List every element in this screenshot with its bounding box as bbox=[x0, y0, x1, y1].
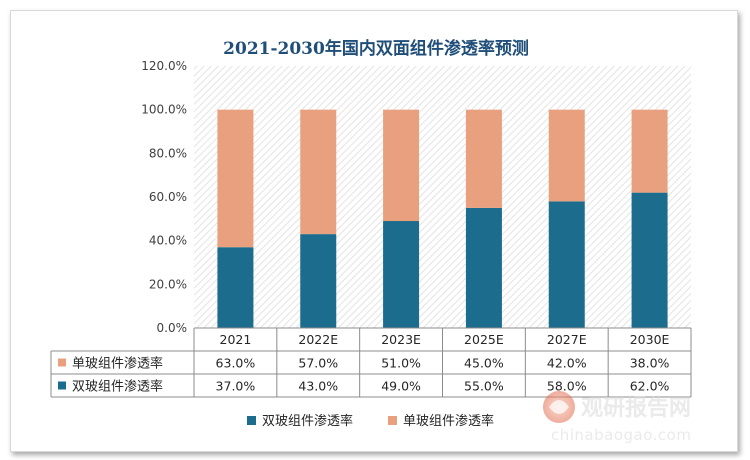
table-value-cell: 49.0% bbox=[381, 379, 421, 394]
y-tick-label: 0.0% bbox=[157, 321, 188, 335]
bar-single-glass-2025E bbox=[465, 109, 502, 208]
legend-key bbox=[247, 416, 256, 425]
legend: 双玻组件渗透率 单玻组件渗透率 bbox=[247, 413, 494, 429]
stacked-bar-chart: 2021-2030年国内双面组件渗透率预测 0.0% 20.0% 40.0% 60.0… bbox=[50, 38, 692, 444]
y-tick-label: 100.0% bbox=[141, 103, 187, 117]
table-legend-key bbox=[58, 358, 66, 367]
bar-series-group bbox=[217, 109, 668, 328]
x-category-label: 2027E bbox=[547, 332, 587, 347]
table-value-cell: 57.0% bbox=[298, 356, 338, 371]
x-category-label: 2021 bbox=[220, 332, 252, 347]
table-value-cell: 38.0% bbox=[630, 356, 670, 371]
table-value-cell: 42.0% bbox=[547, 356, 587, 371]
y-tick-label: 80.0% bbox=[149, 146, 187, 160]
bar-double-glass-2030E bbox=[631, 192, 668, 328]
table-value-cell: 58.0% bbox=[547, 379, 587, 394]
table-value-cell: 43.0% bbox=[298, 379, 338, 394]
x-category-label: 2025E bbox=[464, 332, 504, 347]
bar-double-glass-2023E bbox=[383, 221, 420, 328]
table-value-cell: 55.0% bbox=[464, 379, 504, 394]
legend-label: 单玻组件渗透率 bbox=[403, 413, 494, 429]
table-value-cell: 62.0% bbox=[630, 379, 670, 394]
bar-double-glass-2021 bbox=[217, 247, 254, 328]
bar-single-glass-2022E bbox=[300, 109, 337, 235]
bar-double-glass-2022E bbox=[300, 234, 337, 328]
x-category-label: 2030E bbox=[630, 332, 670, 347]
watermark-logo-icon bbox=[543, 391, 575, 423]
bar-double-glass-2027E bbox=[548, 201, 585, 328]
bar-double-glass-2025E bbox=[465, 207, 502, 328]
y-tick-label: 60.0% bbox=[149, 190, 187, 204]
watermark-url: chinabaogao.com bbox=[551, 426, 691, 444]
y-tick-label: 120.0% bbox=[141, 59, 187, 73]
table-value-cell: 37.0% bbox=[216, 379, 256, 394]
bar-single-glass-2021 bbox=[217, 109, 254, 248]
table-series-name: 单玻组件渗透率 bbox=[72, 356, 163, 372]
table-legend-key bbox=[58, 381, 66, 390]
y-axis: 0.0% 20.0% 40.0% 60.0% 80.0% 100.0% 120.0% bbox=[141, 59, 187, 335]
legend-label: 双玻组件渗透率 bbox=[262, 413, 353, 429]
chart-card: 2021-2030年国内双面组件渗透率预测 0.0% 20.0% 40.0% 60.0… bbox=[10, 10, 738, 452]
data-table: 2021 2022E 2023E 2025E 2027E 2030E 单玻组件渗透率 63.0… bbox=[50, 327, 692, 398]
table-series-name: 双玻组件渗透率 bbox=[72, 379, 163, 395]
table-value-cell: 63.0% bbox=[216, 356, 256, 371]
watermark-brand: 观研报告网 bbox=[581, 396, 691, 421]
plot-area bbox=[194, 66, 691, 328]
bar-single-glass-2027E bbox=[548, 109, 585, 202]
watermark: 观研报告网 chinabaogao.com bbox=[543, 391, 691, 444]
chart-title: 2021-2030年国内双面组件渗透率预测 bbox=[223, 38, 529, 59]
y-tick-label: 40.0% bbox=[149, 234, 187, 248]
x-category-label: 2022E bbox=[298, 332, 338, 347]
legend-key bbox=[388, 416, 397, 425]
table-value-cell: 51.0% bbox=[381, 356, 421, 371]
bar-single-glass-2023E bbox=[383, 109, 420, 222]
y-tick-label: 20.0% bbox=[149, 277, 187, 291]
bar-single-glass-2030E bbox=[631, 109, 668, 193]
x-category-label: 2023E bbox=[381, 332, 421, 347]
table-value-cell: 45.0% bbox=[464, 356, 504, 371]
